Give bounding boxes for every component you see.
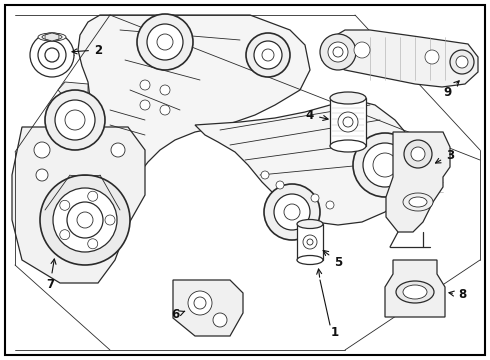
Polygon shape [195, 100, 415, 225]
Circle shape [140, 80, 150, 90]
Circle shape [338, 112, 358, 132]
Circle shape [160, 85, 170, 95]
Circle shape [157, 34, 173, 50]
Circle shape [354, 42, 370, 58]
Circle shape [160, 105, 170, 115]
Circle shape [450, 50, 474, 74]
Text: 4: 4 [306, 108, 328, 122]
Circle shape [254, 41, 282, 69]
Text: 3: 3 [436, 149, 454, 163]
Polygon shape [385, 260, 445, 317]
Circle shape [105, 215, 115, 225]
Ellipse shape [297, 256, 323, 265]
Circle shape [60, 200, 70, 210]
Circle shape [88, 239, 98, 249]
Circle shape [411, 147, 425, 161]
Text: 8: 8 [449, 288, 466, 302]
Circle shape [456, 56, 468, 68]
Circle shape [140, 100, 150, 110]
Circle shape [188, 291, 212, 315]
Circle shape [30, 33, 74, 77]
Circle shape [274, 194, 310, 230]
Circle shape [60, 230, 70, 240]
Circle shape [38, 41, 66, 69]
Polygon shape [60, 15, 310, 222]
Circle shape [40, 175, 130, 265]
Circle shape [311, 194, 319, 202]
Circle shape [88, 191, 98, 201]
Circle shape [111, 143, 125, 157]
Circle shape [137, 14, 193, 70]
Polygon shape [322, 30, 478, 87]
Circle shape [373, 153, 397, 177]
Circle shape [55, 100, 95, 140]
Circle shape [246, 33, 290, 77]
Ellipse shape [38, 33, 66, 41]
Text: 5: 5 [323, 251, 342, 269]
Ellipse shape [403, 285, 427, 299]
Circle shape [213, 313, 227, 327]
Circle shape [326, 201, 334, 209]
Circle shape [425, 50, 439, 64]
Circle shape [353, 133, 417, 197]
Bar [297, 224, 323, 260]
Text: 9: 9 [444, 81, 459, 99]
Circle shape [34, 142, 50, 158]
Circle shape [307, 239, 313, 245]
Bar [330, 98, 366, 146]
Polygon shape [58, 100, 88, 116]
Circle shape [333, 47, 343, 57]
Ellipse shape [403, 193, 433, 211]
Circle shape [67, 202, 103, 238]
Circle shape [404, 140, 432, 168]
Text: 2: 2 [72, 44, 102, 57]
Circle shape [363, 143, 407, 187]
Ellipse shape [330, 92, 366, 104]
Polygon shape [12, 127, 145, 283]
Circle shape [77, 212, 93, 228]
Circle shape [65, 110, 85, 130]
Circle shape [194, 297, 206, 309]
Circle shape [262, 49, 274, 61]
Polygon shape [58, 82, 88, 98]
Polygon shape [45, 33, 59, 41]
Circle shape [261, 171, 269, 179]
Ellipse shape [409, 197, 427, 207]
Circle shape [45, 90, 105, 150]
Ellipse shape [297, 220, 323, 229]
Circle shape [303, 235, 317, 249]
Circle shape [36, 169, 48, 181]
Circle shape [53, 188, 117, 252]
Ellipse shape [396, 281, 434, 303]
Text: 6: 6 [171, 309, 185, 321]
Circle shape [276, 181, 284, 189]
Polygon shape [386, 132, 450, 232]
Text: 1: 1 [331, 325, 339, 338]
Circle shape [264, 184, 320, 240]
Circle shape [320, 34, 356, 70]
Circle shape [147, 24, 183, 60]
Polygon shape [58, 118, 88, 134]
Circle shape [343, 117, 353, 127]
Circle shape [284, 204, 300, 220]
Text: 7: 7 [46, 259, 56, 292]
Circle shape [45, 48, 59, 62]
Circle shape [328, 42, 348, 62]
Ellipse shape [330, 140, 366, 152]
Ellipse shape [42, 34, 62, 40]
Polygon shape [173, 280, 243, 336]
